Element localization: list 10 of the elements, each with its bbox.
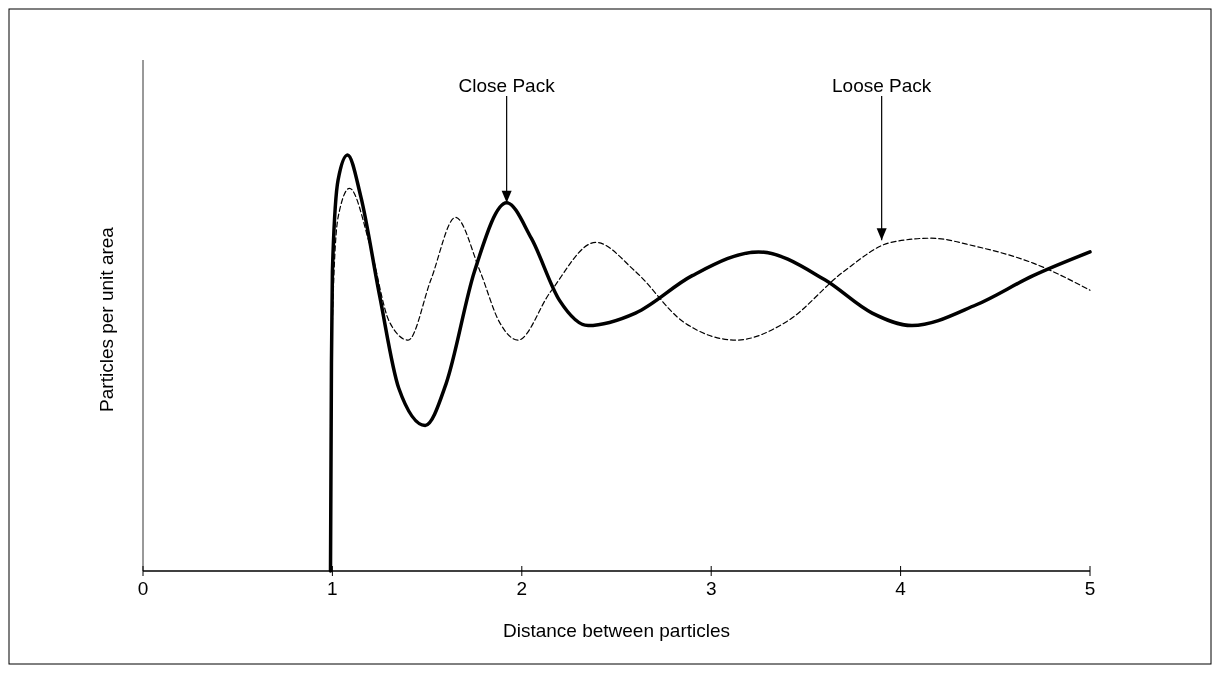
x-tick-label: 2 — [516, 578, 528, 599]
x-tick-label: 1 — [327, 578, 338, 599]
y-axis-title: Particles per unit area — [96, 226, 117, 412]
annotation: Loose Pack — [832, 75, 932, 96]
x-tick-label: 5 — [1084, 578, 1096, 599]
x-tick-label: 0 — [137, 578, 149, 599]
x-tick-label: 4 — [895, 578, 907, 599]
annotation: Close Pack — [458, 75, 556, 96]
x-tick-label: 3 — [705, 578, 717, 599]
x-axis-title: Distance between particles — [502, 620, 731, 641]
